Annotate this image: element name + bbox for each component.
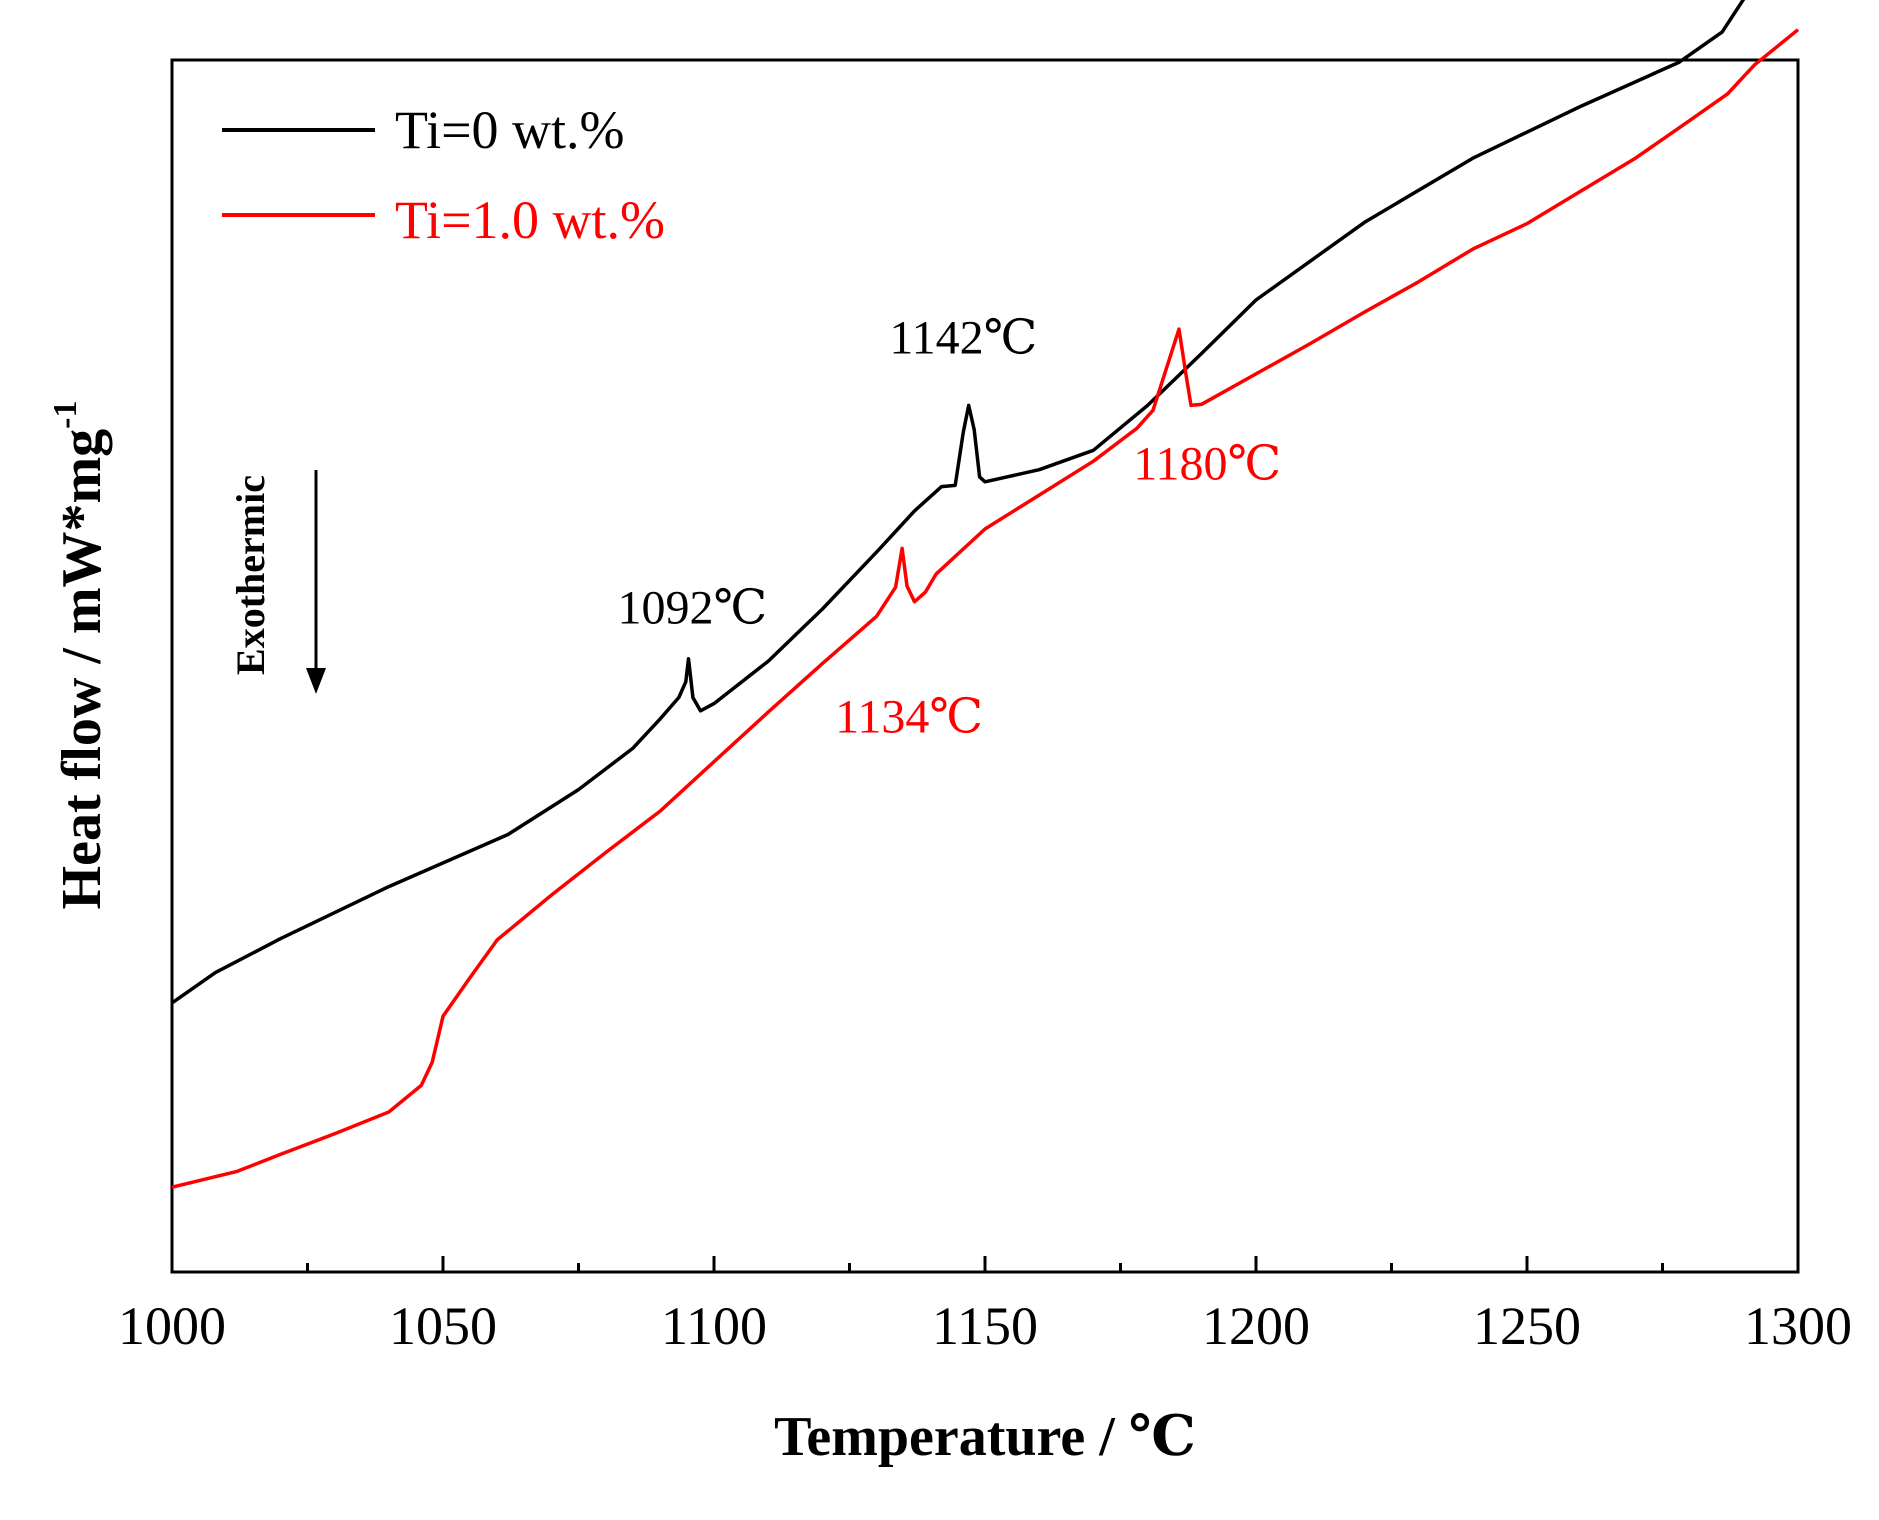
legend-label-ti-1: Ti=1.0 wt.%	[395, 190, 665, 250]
x-tick-label-1300: 1300	[1744, 1296, 1852, 1356]
exothermic-arrow-icon	[306, 470, 326, 694]
y-axis-title-main: Heat flow / mW*mg	[51, 429, 113, 910]
y-axis-title-superscript: -1	[47, 401, 84, 429]
peak-annotation-2: 1134℃	[835, 691, 983, 744]
series-line-0	[170, 0, 1746, 1005]
x-tick-label-1000: 1000	[118, 1296, 226, 1356]
peak-annotation-3: 1180℃	[1133, 437, 1281, 490]
x-tick-label-1200: 1200	[1202, 1296, 1310, 1356]
series-line-1	[171, 28, 1800, 1189]
peak-annotation-0: 1092℃	[617, 582, 767, 635]
x-tick-label-1150: 1150	[932, 1296, 1038, 1356]
x-tick-label-1100: 1100	[661, 1296, 767, 1356]
series-layer	[170, 0, 1800, 1189]
legend-label-ti-0: Ti=0 wt.%	[395, 100, 625, 160]
x-tick-label-1250: 1250	[1473, 1296, 1581, 1356]
x-axis-ticks	[170, 1256, 1800, 1272]
annotations-layer: 1092℃ 1142℃ 1134℃ 1180℃	[617, 311, 1281, 743]
exothermic-label: Exothermic	[228, 475, 273, 675]
peak-annotation-1: 1142℃	[889, 311, 1037, 364]
x-tick-label-1050: 1050	[389, 1296, 497, 1356]
y-axis-title: Heat flow / mW*mg-1	[47, 401, 113, 910]
legend: Ti=0 wt.% Ti=1.0 wt.%	[222, 100, 665, 250]
x-axis-tick-labels: 1000 1050 1100 1150 1200 1250 1300	[118, 1296, 1852, 1356]
x-axis-title: Temperature / ℃	[774, 1406, 1196, 1468]
